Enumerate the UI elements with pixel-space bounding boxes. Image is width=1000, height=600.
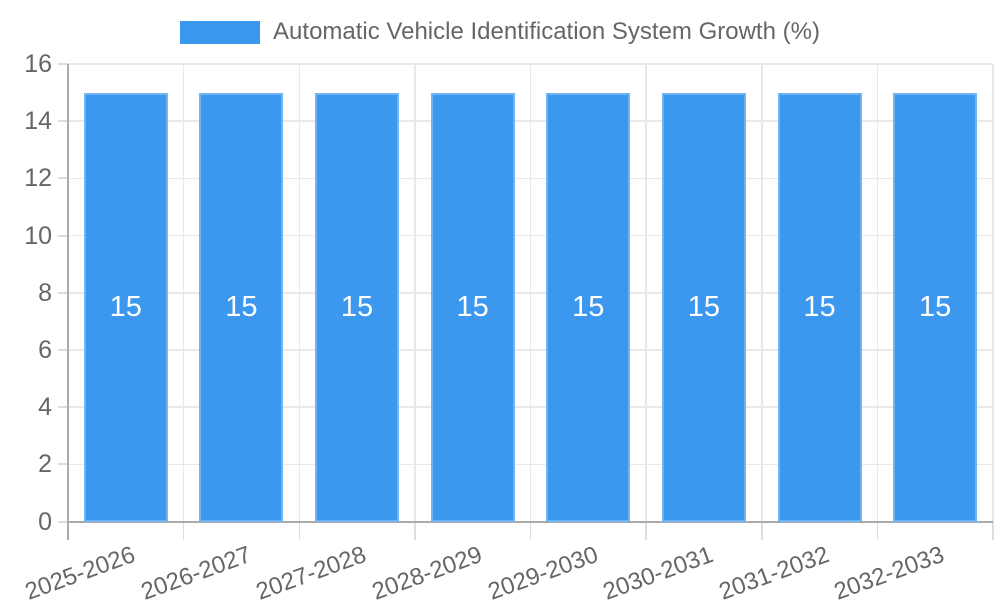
x-tick-mark	[529, 521, 532, 540]
x-gridline	[876, 64, 879, 522]
x-gridline	[182, 64, 185, 522]
legend-swatch	[180, 20, 261, 44]
x-axis-line	[67, 520, 993, 523]
y-axis-tick-label: 8	[38, 278, 52, 307]
y-tick-mark	[58, 63, 68, 65]
x-axis-tick-label: 2029-2030	[484, 541, 602, 600]
bar-value-label: 15	[572, 291, 605, 324]
y-axis-tick-label: 14	[24, 107, 52, 136]
bar[interactable]	[661, 92, 746, 522]
y-axis-tick-label: 6	[38, 335, 52, 364]
y-tick-mark	[58, 291, 68, 294]
bar[interactable]	[777, 92, 862, 522]
legend[interactable]: Automatic Vehicle Identification System …	[0, 18, 1000, 46]
bar[interactable]	[315, 92, 400, 522]
x-gridline	[529, 64, 532, 522]
y-tick-mark	[58, 120, 68, 123]
x-tick-mark	[992, 521, 994, 540]
x-tick-mark	[645, 521, 647, 540]
y-axis-tick-label: 4	[38, 393, 52, 422]
y-tick-mark	[58, 234, 68, 237]
bar-value-label: 15	[109, 291, 142, 324]
bar-value-label: 15	[803, 291, 836, 324]
x-tick-mark	[182, 521, 185, 540]
x-axis-tick-label: 2025-2026	[21, 541, 139, 600]
y-axis-line	[67, 64, 69, 540]
x-axis-tick-label: 2032-2033	[830, 541, 949, 600]
x-axis-tick-label: 2026-2027	[137, 541, 255, 600]
bar[interactable]	[83, 92, 168, 522]
y-axis-tick-label: 2	[38, 450, 52, 479]
bar[interactable]	[430, 92, 515, 522]
x-gridline	[761, 64, 763, 522]
y-tick-mark	[58, 177, 68, 180]
bar-value-label: 15	[340, 291, 374, 324]
x-tick-mark	[876, 521, 879, 540]
bar-value-label: 15	[919, 291, 952, 324]
bar[interactable]	[546, 92, 631, 522]
y-axis-tick-label: 12	[24, 164, 52, 193]
x-gridline	[414, 64, 416, 522]
x-tick-mark	[298, 521, 300, 540]
bar-value-label: 15	[687, 291, 721, 324]
y-axis-tick-label: 10	[24, 221, 52, 250]
x-gridline	[992, 64, 994, 522]
bar[interactable]	[199, 92, 284, 522]
x-tick-mark	[414, 521, 416, 540]
y-tick-mark	[58, 463, 68, 466]
x-axis-tick-label: 2027-2028	[252, 541, 370, 600]
y-tick-mark	[58, 406, 68, 409]
bar[interactable]	[893, 92, 978, 522]
x-axis-tick-label: 2030-2031	[599, 541, 717, 600]
legend-label: Automatic Vehicle Identification System …	[273, 18, 820, 45]
bar-value-label: 15	[456, 291, 489, 324]
y-axis-tick-label: 0	[38, 507, 52, 536]
y-tick-mark	[58, 348, 68, 351]
bar-value-label: 15	[225, 291, 258, 324]
x-tick-mark	[761, 521, 763, 540]
x-axis-tick-label: 2031-2032	[715, 541, 833, 600]
x-gridline	[645, 64, 647, 522]
y-axis-tick-label: 16	[24, 50, 52, 78]
y-tick-mark	[58, 520, 68, 523]
x-gridline	[298, 64, 300, 522]
x-axis-tick-label: 2028-2029	[368, 541, 486, 600]
